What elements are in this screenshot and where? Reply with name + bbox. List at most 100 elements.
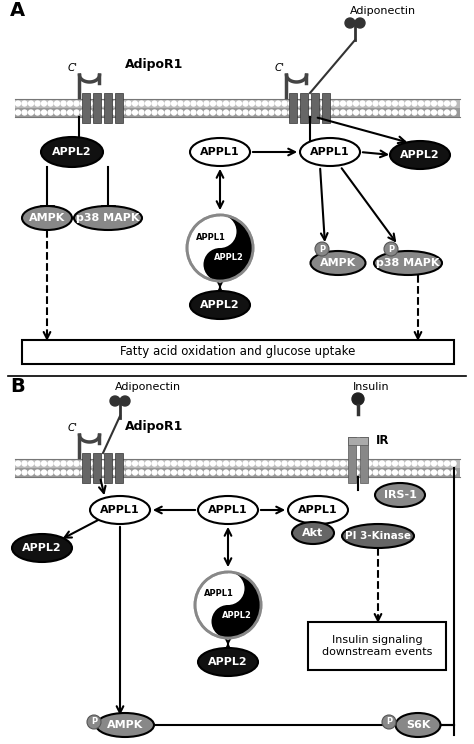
Bar bbox=[15, 108, 460, 117]
Circle shape bbox=[301, 461, 307, 466]
Circle shape bbox=[392, 101, 398, 106]
Circle shape bbox=[230, 101, 235, 106]
Circle shape bbox=[321, 470, 326, 475]
Circle shape bbox=[315, 110, 319, 115]
Text: APPL1: APPL1 bbox=[200, 147, 240, 157]
Text: AdipoR1: AdipoR1 bbox=[125, 58, 183, 71]
Circle shape bbox=[308, 101, 313, 106]
Circle shape bbox=[152, 110, 157, 115]
Circle shape bbox=[42, 110, 46, 115]
Circle shape bbox=[210, 461, 216, 466]
Circle shape bbox=[360, 461, 365, 466]
Circle shape bbox=[87, 101, 92, 106]
Circle shape bbox=[198, 461, 202, 466]
Text: AMPK: AMPK bbox=[107, 720, 143, 730]
Bar bbox=[116, 453, 124, 483]
Circle shape bbox=[340, 110, 346, 115]
Ellipse shape bbox=[292, 522, 334, 544]
Circle shape bbox=[42, 461, 46, 466]
Circle shape bbox=[55, 101, 60, 106]
Ellipse shape bbox=[342, 524, 414, 548]
Text: P: P bbox=[319, 245, 325, 254]
Circle shape bbox=[215, 259, 226, 270]
Circle shape bbox=[237, 470, 241, 475]
Circle shape bbox=[48, 101, 53, 106]
Circle shape bbox=[275, 461, 281, 466]
Circle shape bbox=[55, 110, 60, 115]
Circle shape bbox=[425, 461, 430, 466]
Circle shape bbox=[419, 470, 423, 475]
Bar bbox=[308, 622, 446, 670]
Circle shape bbox=[48, 470, 53, 475]
Circle shape bbox=[87, 715, 101, 729]
Circle shape bbox=[184, 101, 190, 106]
Text: APPL2: APPL2 bbox=[200, 300, 240, 310]
Wedge shape bbox=[211, 605, 228, 638]
Circle shape bbox=[133, 470, 137, 475]
Circle shape bbox=[334, 101, 339, 106]
Circle shape bbox=[191, 470, 196, 475]
Text: B: B bbox=[10, 377, 25, 396]
Circle shape bbox=[249, 110, 255, 115]
Ellipse shape bbox=[198, 648, 258, 676]
Circle shape bbox=[133, 110, 137, 115]
Circle shape bbox=[345, 18, 355, 28]
Bar bbox=[15, 459, 460, 468]
Circle shape bbox=[289, 461, 293, 466]
Circle shape bbox=[347, 470, 352, 475]
Circle shape bbox=[184, 110, 190, 115]
Circle shape bbox=[230, 110, 235, 115]
Circle shape bbox=[419, 461, 423, 466]
Circle shape bbox=[16, 470, 20, 475]
Circle shape bbox=[451, 470, 456, 475]
Text: C': C' bbox=[67, 423, 78, 433]
Circle shape bbox=[191, 461, 196, 466]
Circle shape bbox=[210, 110, 216, 115]
Circle shape bbox=[275, 470, 281, 475]
Circle shape bbox=[354, 470, 358, 475]
Circle shape bbox=[445, 470, 449, 475]
Circle shape bbox=[249, 461, 255, 466]
Circle shape bbox=[256, 461, 261, 466]
Wedge shape bbox=[228, 572, 261, 638]
Circle shape bbox=[355, 18, 365, 28]
Circle shape bbox=[289, 101, 293, 106]
Circle shape bbox=[289, 110, 293, 115]
Circle shape bbox=[152, 461, 157, 466]
Circle shape bbox=[217, 110, 222, 115]
Circle shape bbox=[243, 461, 248, 466]
Circle shape bbox=[373, 461, 378, 466]
Circle shape bbox=[366, 461, 372, 466]
Text: Adiponectin: Adiponectin bbox=[115, 382, 181, 392]
Circle shape bbox=[425, 110, 430, 115]
Circle shape bbox=[35, 470, 40, 475]
Circle shape bbox=[366, 110, 372, 115]
Circle shape bbox=[204, 461, 209, 466]
Circle shape bbox=[152, 101, 157, 106]
Circle shape bbox=[412, 461, 417, 466]
Circle shape bbox=[263, 461, 267, 466]
Circle shape bbox=[107, 470, 111, 475]
Circle shape bbox=[263, 101, 267, 106]
Text: A: A bbox=[10, 1, 25, 20]
Circle shape bbox=[399, 470, 404, 475]
Bar bbox=[93, 93, 101, 123]
Circle shape bbox=[405, 101, 410, 106]
Circle shape bbox=[237, 101, 241, 106]
Ellipse shape bbox=[390, 141, 450, 169]
Circle shape bbox=[419, 110, 423, 115]
Circle shape bbox=[334, 110, 339, 115]
Ellipse shape bbox=[190, 291, 250, 319]
Text: PI 3-Kinase: PI 3-Kinase bbox=[345, 531, 411, 541]
Circle shape bbox=[352, 393, 364, 405]
Circle shape bbox=[451, 110, 456, 115]
Circle shape bbox=[210, 470, 216, 475]
Circle shape bbox=[360, 101, 365, 106]
Circle shape bbox=[438, 461, 443, 466]
Text: Adiponectin: Adiponectin bbox=[350, 6, 416, 16]
Circle shape bbox=[215, 226, 226, 237]
Bar bbox=[116, 93, 124, 123]
Circle shape bbox=[405, 470, 410, 475]
Circle shape bbox=[113, 110, 118, 115]
Circle shape bbox=[204, 110, 209, 115]
